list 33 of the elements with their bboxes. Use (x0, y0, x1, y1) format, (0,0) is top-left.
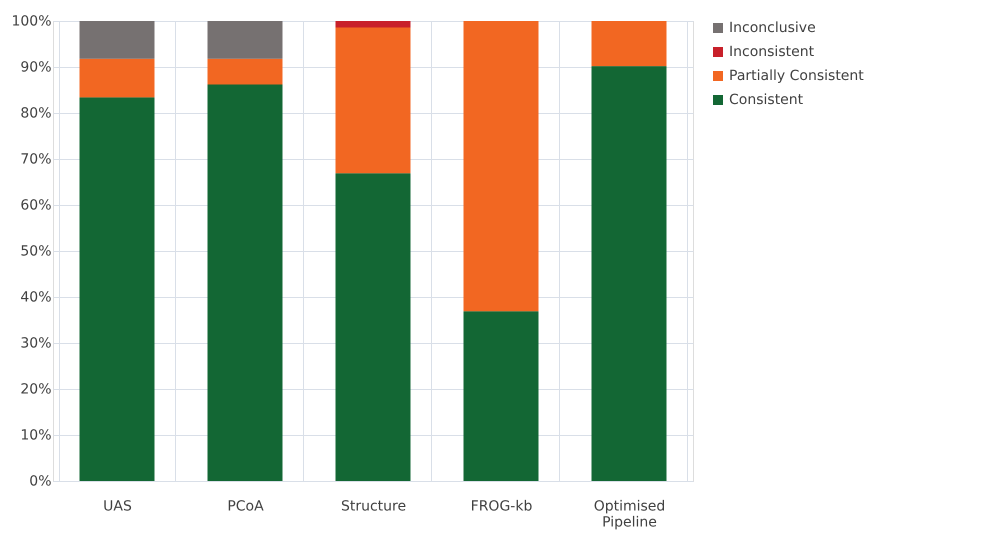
y-tick-label: 40% (20, 290, 52, 306)
bar (464, 311, 538, 481)
y-tick-label: 70% (20, 152, 52, 168)
legend-label: Inconclusive (729, 20, 816, 36)
x-tick-label: Structure (340, 498, 406, 514)
x-tick-label: PCoA (227, 498, 264, 514)
y-tick-label: 10% (20, 428, 52, 444)
y-tick-label: 100% (11, 14, 52, 30)
y-tick-label: 20% (20, 382, 52, 398)
bar (80, 21, 154, 59)
bar (208, 84, 282, 481)
bar (208, 58, 282, 84)
bar (592, 21, 666, 66)
bar (336, 27, 410, 174)
bar (80, 58, 154, 98)
bar (592, 66, 666, 481)
legend-label: Consistent (729, 92, 804, 108)
legend-label: Partially Consistent (729, 68, 864, 84)
bar (208, 21, 282, 59)
y-tick-label: 50% (20, 244, 52, 260)
bar (336, 21, 410, 28)
y-tick-label: 80% (20, 106, 52, 122)
bar (336, 173, 410, 481)
y-tick-label: 0% (29, 474, 52, 490)
y-tick-label: 30% (20, 336, 52, 352)
y-tick-label: 90% (20, 60, 52, 76)
x-tick-label: FROG-kb (470, 498, 532, 514)
bar (80, 97, 154, 481)
x-tick-label: UAS (103, 498, 132, 514)
y-tick-label: 60% (20, 198, 52, 214)
bar (464, 21, 538, 312)
x-tick-label: Optimised Pipeline (594, 498, 666, 530)
legend-label: Inconsistent (729, 44, 815, 60)
